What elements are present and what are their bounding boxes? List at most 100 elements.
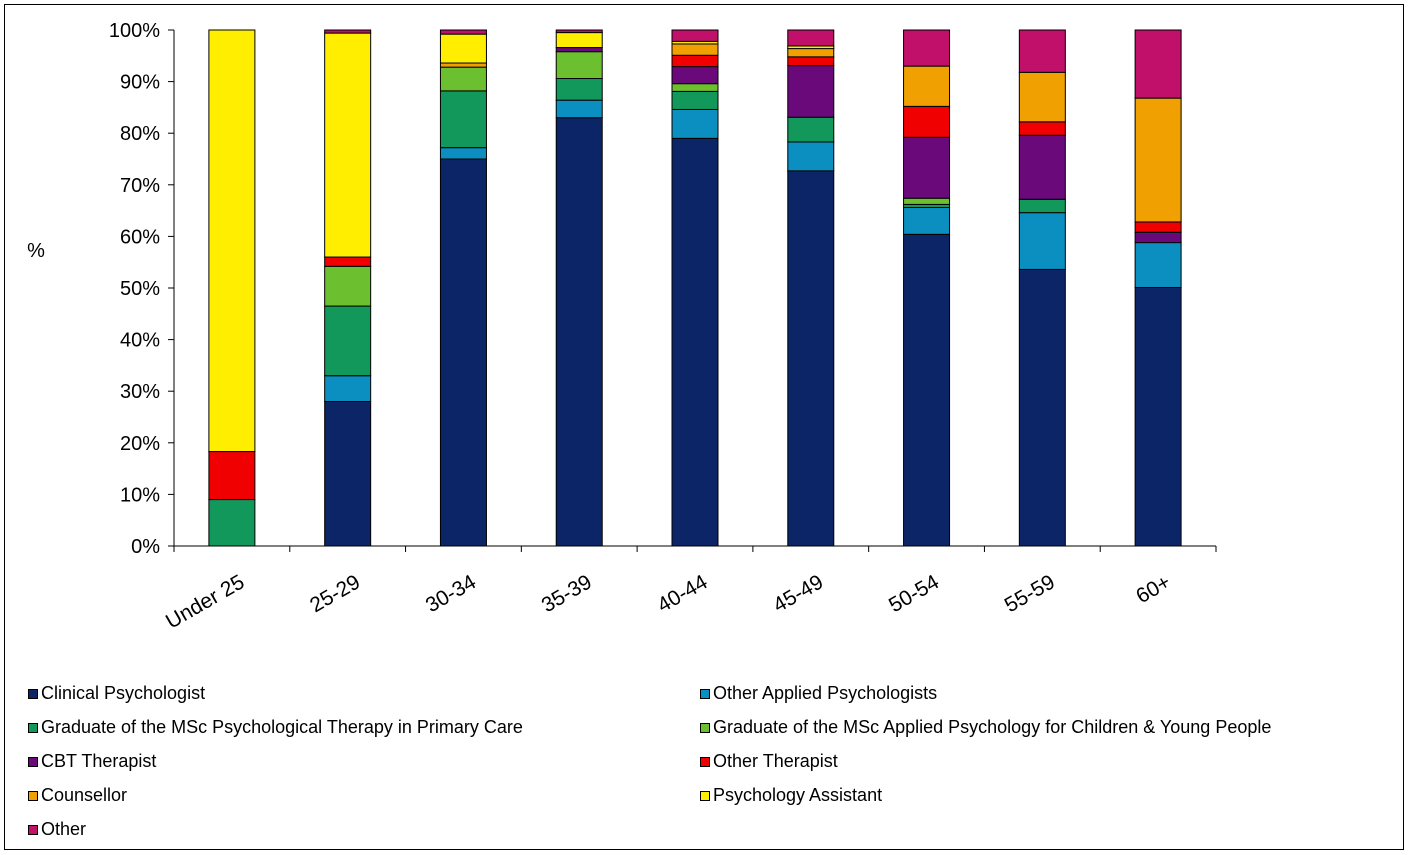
legend-label: CBT Therapist: [41, 751, 157, 771]
bar-segment: [324, 256, 372, 267]
legend-item: Graduate of the MSc Psychological Therap…: [28, 717, 523, 738]
bar-segment: [324, 375, 372, 403]
y-tick-label: 0%: [131, 536, 160, 558]
bar-segment: [1134, 97, 1182, 223]
legend-label: Graduate of the MSc Applied Psychology f…: [713, 717, 1272, 737]
x-tick-label: 60+: [1132, 570, 1174, 608]
bar-segment: [208, 29, 256, 453]
bar-segment: [324, 29, 372, 34]
bar-segment: [671, 54, 719, 68]
legend-label: Other: [41, 819, 87, 839]
bar-segment: [671, 43, 719, 56]
x-tick-label: 45-49: [769, 570, 827, 617]
bar-segment: [903, 207, 951, 235]
bar-segment: [439, 62, 487, 68]
legend-item: Psychology Assistant: [700, 785, 882, 806]
x-tick-label: Under 25: [162, 570, 248, 633]
legend-swatch: [28, 824, 38, 835]
y-tick-label: 80%: [120, 123, 160, 145]
bar-segment: [787, 170, 835, 547]
x-tick-label: 30-34: [422, 570, 480, 617]
bar-segment: [439, 147, 487, 160]
bar-segment: [324, 305, 372, 377]
y-tick-label: 40%: [120, 330, 160, 352]
bar-segment: [439, 90, 487, 149]
bar-segment: [671, 90, 719, 110]
y-axis: 0% 10% 20% 30% 40% 50% 60% 70% 80% 90% 100%: [109, 20, 175, 558]
bar-segment: [903, 197, 951, 205]
legend-swatch: [28, 790, 38, 801]
bar-stack: [439, 29, 487, 547]
bar-segment: [555, 29, 603, 34]
bar-segment: [1134, 286, 1182, 547]
bar-segment: [1018, 121, 1066, 136]
legend-item: Graduate of the MSc Applied Psychology f…: [700, 717, 1271, 738]
bar-segment: [1018, 212, 1066, 270]
y-axis-label: %: [27, 240, 45, 262]
legend-item: CBT Therapist: [28, 751, 156, 772]
bar-segment: [1134, 231, 1182, 244]
legend-item: Other: [28, 819, 86, 840]
legend-item: Other Therapist: [700, 751, 838, 772]
bar-segment: [439, 66, 487, 92]
bar-segment: [555, 51, 603, 80]
bar-segment: [671, 137, 719, 547]
x-tick-label: 25-29: [306, 570, 364, 617]
bar-segment: [787, 116, 835, 143]
x-axis: Under 25 25-29 30-34 35-39 40-44 45-49 50-54 55…: [162, 545, 1217, 634]
bar-segment: [1018, 198, 1066, 214]
bar-segment: [671, 108, 719, 139]
bar-segment: [671, 83, 719, 92]
bar-segment: [1018, 29, 1066, 73]
x-tick-label: 40-44: [653, 570, 711, 617]
bar-segment: [903, 233, 951, 547]
y-tick-label: 100%: [109, 20, 160, 42]
bar-segment: [1018, 71, 1066, 123]
legend-swatch: [700, 790, 710, 801]
legend-swatch: [700, 722, 710, 733]
bar-stack: [903, 29, 951, 547]
legend-item: Clinical Psychologist: [28, 683, 205, 704]
y-tick-label: 20%: [120, 433, 160, 455]
bar-stack: [787, 29, 835, 547]
y-tick-label: 90%: [120, 72, 160, 94]
legend-swatch: [28, 756, 38, 767]
bar-segment: [1018, 268, 1066, 547]
x-tick-label: 35-39: [538, 570, 596, 617]
bar-segment: [903, 105, 951, 138]
bar-segment: [324, 32, 372, 258]
bar-segment: [903, 29, 951, 67]
bar-segment: [324, 265, 372, 307]
bar-stack: [1018, 29, 1066, 547]
y-tick-label: 10%: [120, 484, 160, 506]
legend-label: Other Therapist: [713, 751, 838, 771]
bar-segment: [324, 401, 372, 547]
legend-swatch: [28, 688, 38, 699]
bar-segment: [671, 29, 719, 42]
legend-label: Graduate of the MSc Psychological Therap…: [41, 717, 523, 737]
y-tick-label: 60%: [120, 226, 160, 248]
x-tick-label: 50-54: [885, 570, 943, 617]
bar-segment: [787, 56, 835, 67]
legend-label: Clinical Psychologist: [41, 683, 206, 703]
bar-segment: [787, 141, 835, 172]
legend-swatch: [28, 722, 38, 733]
bar-stack: [555, 29, 603, 547]
legend-item: Counsellor: [28, 785, 127, 806]
bar-stack: [671, 29, 719, 547]
bar-segment: [208, 451, 256, 501]
legend-swatch: [700, 688, 710, 699]
bar-segment: [439, 33, 487, 64]
x-tick-label: 55-59: [1001, 570, 1059, 617]
bar-segment: [555, 99, 603, 119]
legend-label: Counsellor: [41, 785, 128, 805]
bar-segment: [1134, 242, 1182, 288]
bar-segment: [1134, 221, 1182, 233]
y-tick-label: 50%: [120, 278, 160, 300]
bar-segment: [555, 117, 603, 547]
bars: [208, 29, 1182, 547]
legend-label: Other Applied Psychologists: [713, 683, 938, 703]
bar-segment: [903, 65, 951, 107]
bar-segment: [1018, 134, 1066, 200]
bar-segment: [555, 78, 603, 101]
